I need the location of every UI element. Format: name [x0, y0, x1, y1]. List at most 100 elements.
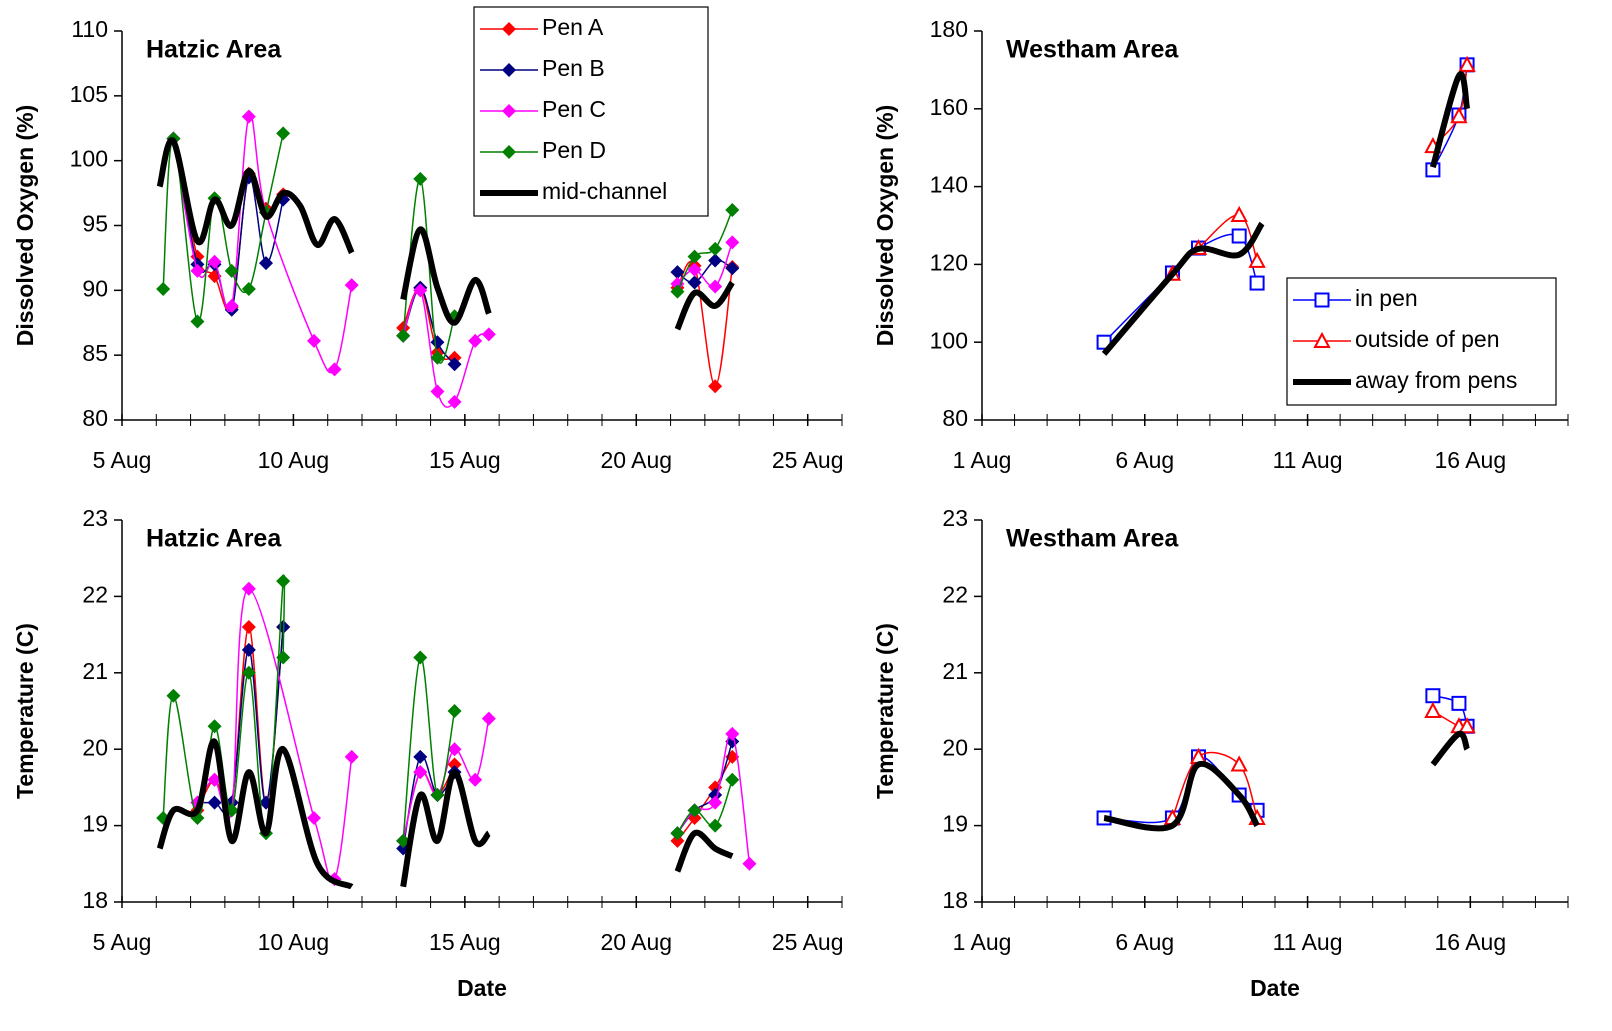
- y-tick-label: 95: [82, 211, 108, 237]
- marker: [687, 275, 702, 290]
- y-tick-label: 120: [930, 249, 968, 275]
- y-axis-label: Dissolved Oxygen (%): [872, 105, 898, 347]
- marker: [241, 581, 256, 596]
- y-tick-label: 18: [82, 887, 108, 913]
- marker: [725, 235, 740, 250]
- series-line: [197, 626, 734, 849]
- marker: [670, 284, 685, 299]
- marker: [276, 126, 291, 141]
- legend-marker: [502, 22, 516, 36]
- marker: [430, 350, 445, 365]
- marker: [481, 711, 496, 726]
- marker: [307, 333, 321, 348]
- marker: [447, 357, 462, 372]
- y-tick-label: 19: [942, 811, 968, 837]
- marker: [166, 688, 181, 703]
- y-tick-label: 21: [82, 658, 108, 684]
- marker: [430, 335, 445, 350]
- marker: [276, 574, 291, 589]
- marker: [725, 726, 740, 741]
- marker: [687, 262, 702, 277]
- x-axis-label: Date: [457, 975, 507, 1001]
- marker: [742, 856, 757, 871]
- marker: [190, 263, 205, 278]
- marker: [344, 749, 359, 764]
- series-line: [162, 574, 733, 841]
- marker: [327, 362, 342, 377]
- y-tick-label: 20: [82, 734, 108, 760]
- x-tick-label: 15 Aug: [429, 447, 501, 473]
- y-axis-label: Temperature (C): [12, 623, 38, 799]
- legend-label: Pen C: [542, 96, 606, 122]
- y-tick-label: 90: [82, 275, 108, 301]
- x-tick-label: 10 Aug: [258, 447, 330, 473]
- legend: Pen A Pen B Pen C Pen D mid-channel: [473, 6, 709, 217]
- marker: [413, 650, 428, 665]
- legend-marker: [502, 145, 516, 159]
- x-tick-label: 6 Aug: [1115, 447, 1174, 473]
- chart-title: Hatzic Area: [146, 525, 282, 553]
- legend-symbol: [502, 104, 516, 118]
- marker: [670, 826, 685, 841]
- marker: [190, 314, 205, 329]
- marker: [241, 642, 256, 657]
- chart-title: Hatzic Area: [146, 36, 282, 64]
- marker: [241, 619, 256, 634]
- marker: [241, 282, 256, 297]
- legend-label: Pen D: [542, 137, 606, 163]
- series-line: [1171, 64, 1468, 275]
- legend-symbol: [502, 145, 516, 159]
- x-tick-label: 1 Aug: [953, 929, 1012, 955]
- marker: [447, 757, 462, 772]
- series-line: [1103, 730, 1470, 832]
- legend-label: Pen B: [542, 55, 605, 81]
- marker: [413, 749, 428, 764]
- marker: [207, 795, 222, 810]
- legend: in pen outside of pen away from pens: [1286, 277, 1557, 406]
- panel: 5 Aug 10 Aug 15 Aug 20 Aug 25 Aug 80 85 90 95 100…: [12, 6, 844, 473]
- marker: [430, 788, 445, 803]
- legend-symbol: [502, 22, 516, 36]
- marker: [447, 704, 462, 718]
- marker: [1248, 251, 1266, 268]
- panel: 1 Aug 6 Aug 11 Aug 16 Aug 80 100 120 140 160 180 W…: [872, 16, 1569, 473]
- y-tick-label: 23: [942, 505, 968, 531]
- legend-marker: [502, 104, 516, 118]
- legend-marker: [1314, 292, 1330, 308]
- y-tick-label: 22: [942, 581, 968, 607]
- marker: [241, 109, 256, 124]
- chart-title: Westham Area: [1006, 525, 1179, 553]
- marker: [1458, 717, 1476, 734]
- x-tick-label: 5 Aug: [93, 447, 152, 473]
- marker: [276, 650, 291, 665]
- y-tick-label: 160: [930, 94, 968, 120]
- marker: [224, 263, 239, 278]
- legend-label: away from pens: [1355, 367, 1517, 393]
- x-tick-label: 16 Aug: [1435, 447, 1507, 473]
- x-tick-label: 16 Aug: [1435, 929, 1507, 955]
- marker: [430, 384, 445, 399]
- y-tick-label: 180: [930, 16, 968, 42]
- marker: [708, 818, 723, 833]
- panel: 1 Aug 6 Aug 11 Aug 16 Aug 18 19 20 21 22 23 Westha…: [872, 505, 1569, 1001]
- marker: [1249, 275, 1265, 291]
- y-tick-label: 105: [70, 81, 108, 107]
- marker: [708, 241, 723, 256]
- y-tick-label: 80: [82, 405, 108, 431]
- marker: [1230, 755, 1248, 772]
- marker: [1231, 228, 1247, 244]
- marker: [687, 803, 702, 818]
- marker: [413, 765, 428, 780]
- marker: [447, 742, 462, 757]
- legend-label: outside of pen: [1355, 326, 1500, 352]
- marker: [670, 265, 685, 280]
- x-tick-label: 25 Aug: [772, 447, 844, 473]
- marker: [207, 772, 222, 787]
- marker: [468, 772, 483, 787]
- marker: [307, 810, 321, 825]
- marker: [481, 327, 496, 342]
- y-tick-label: 100: [70, 146, 108, 172]
- marker: [670, 833, 685, 848]
- marker: [207, 719, 222, 734]
